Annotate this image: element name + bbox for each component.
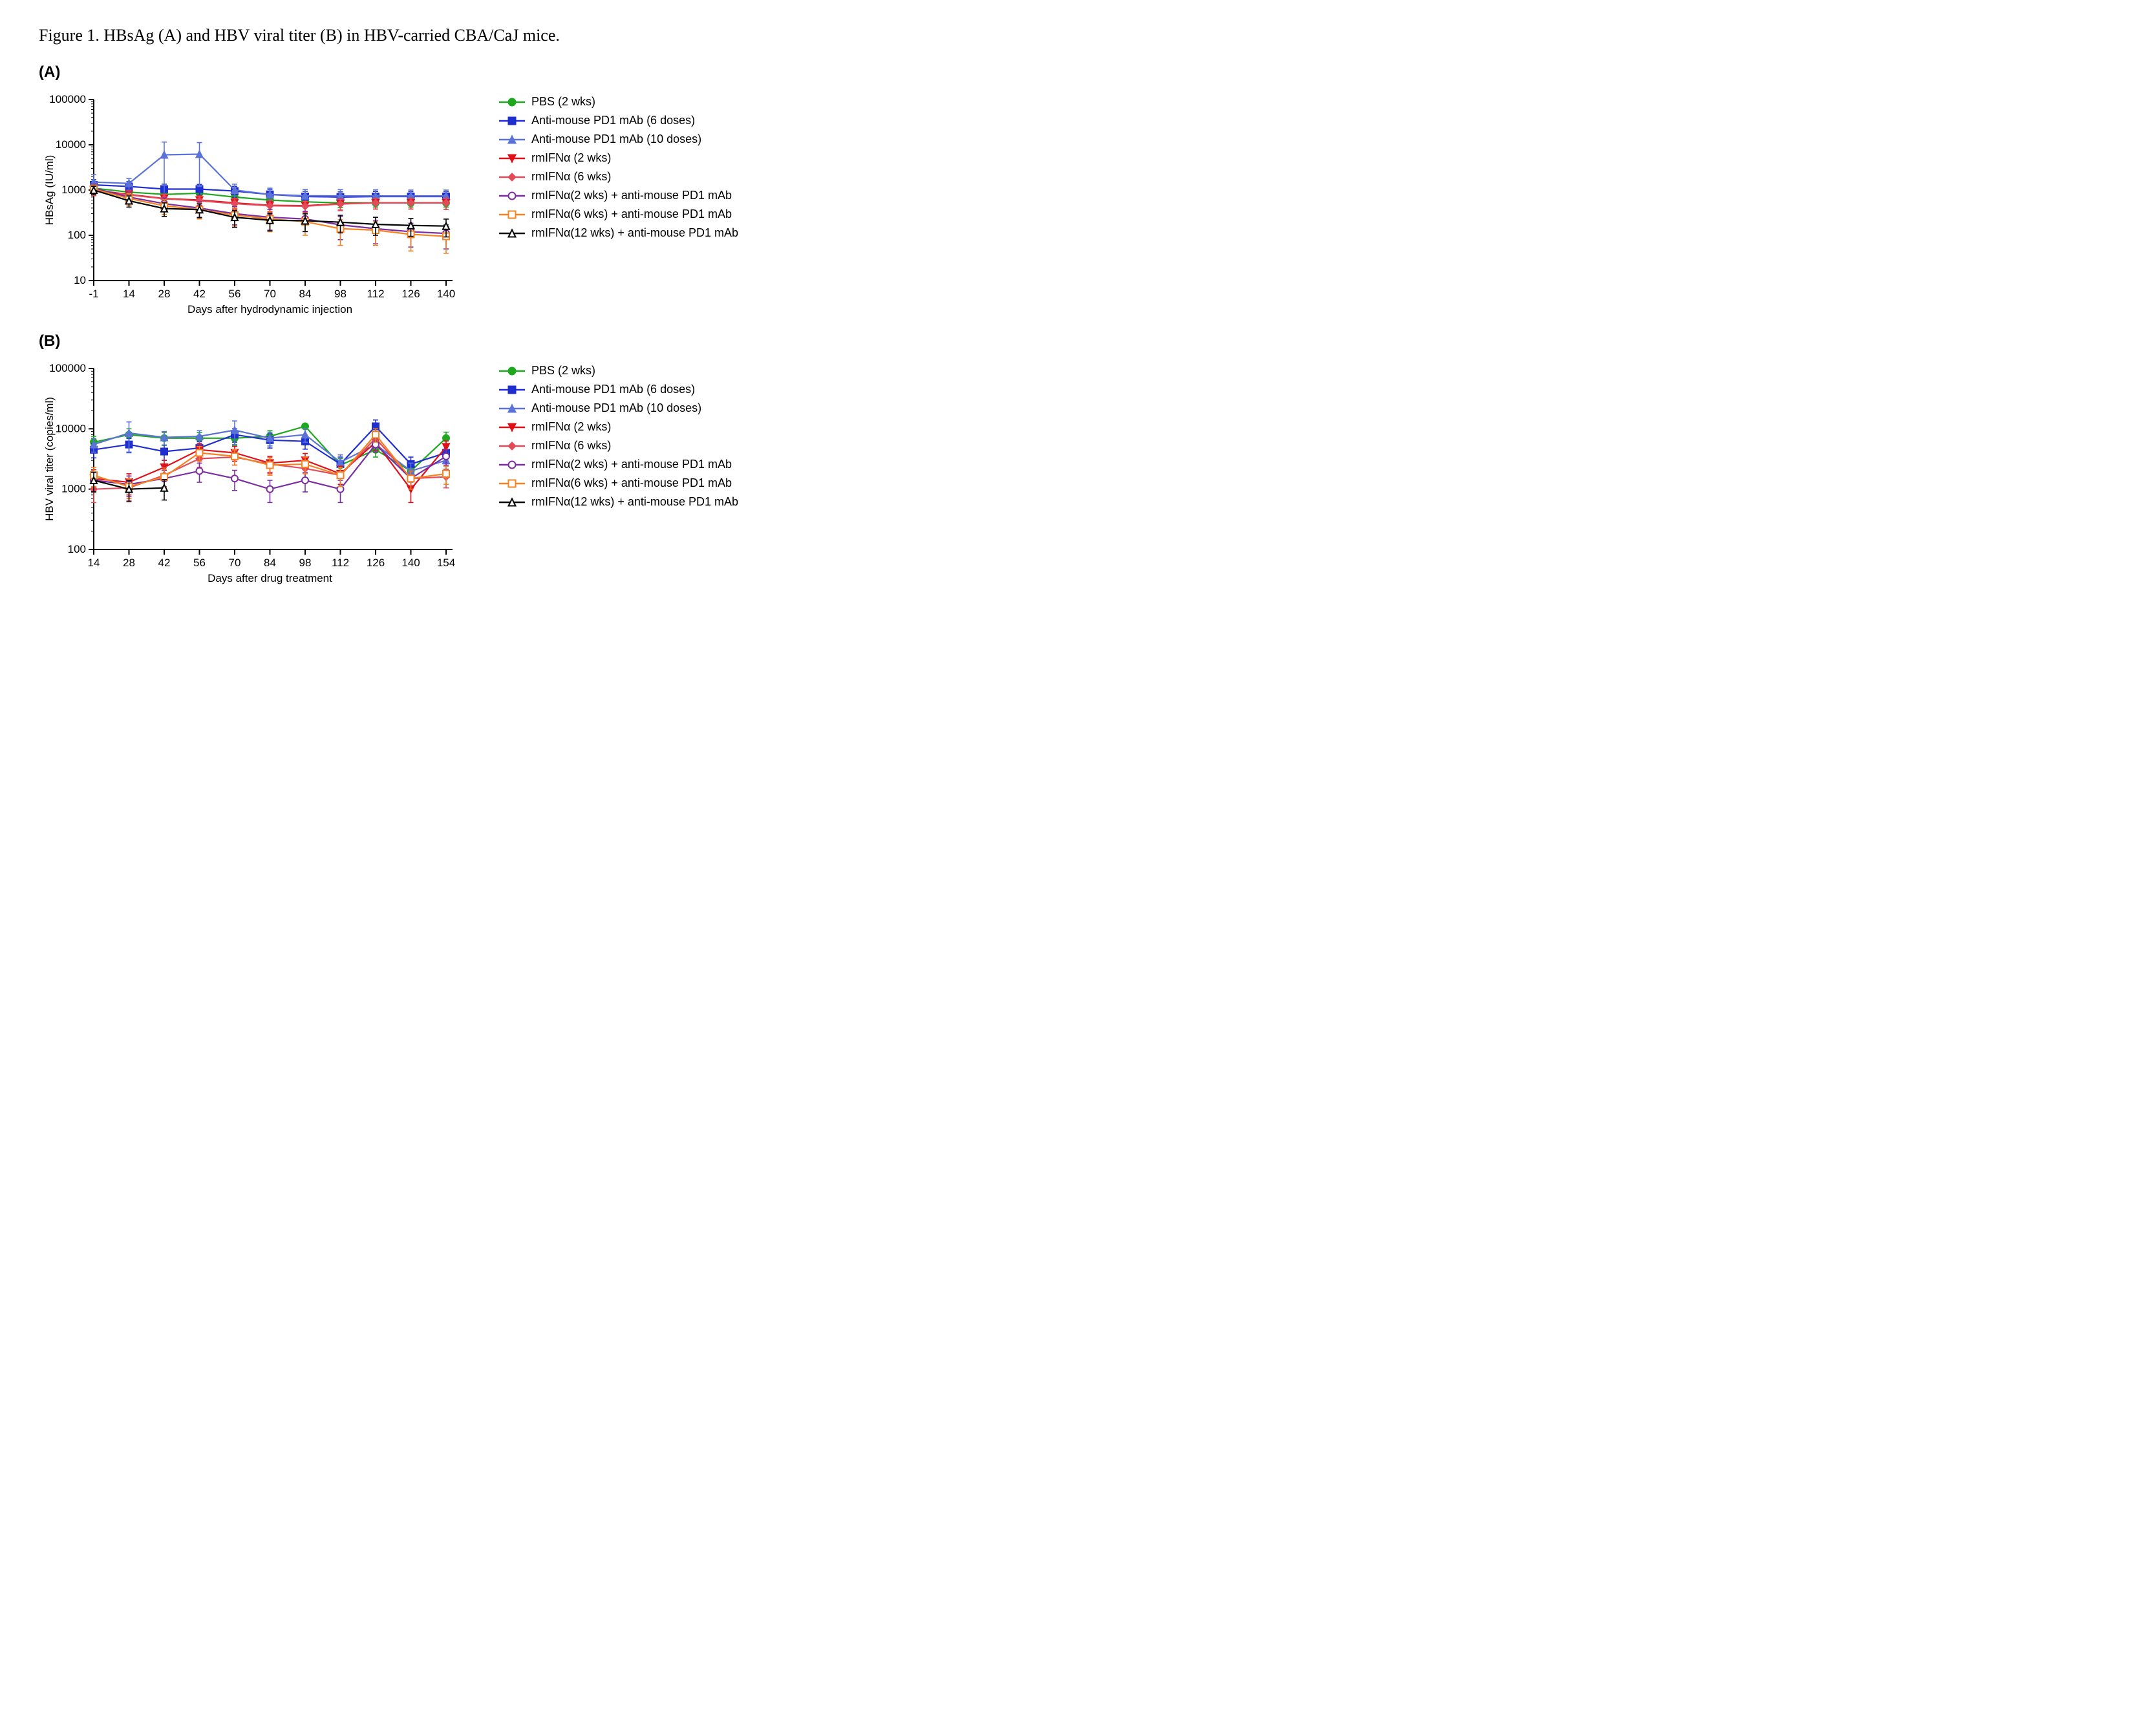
legend-swatch xyxy=(498,153,526,164)
svg-text:100: 100 xyxy=(68,543,86,555)
legend-swatch xyxy=(498,190,526,202)
svg-text:28: 28 xyxy=(123,557,135,569)
legend-a: PBS (2 wks)Anti-mouse PD1 mAb (6 doses) A… xyxy=(498,87,738,243)
legend-item: Anti-mouse PD1 mAb (6 doses) xyxy=(498,381,738,398)
figure-caption: Figure 1. HBsAg (A) and HBV viral titer … xyxy=(39,26,847,45)
svg-text:140: 140 xyxy=(401,557,420,569)
legend-label: rmIFNα(6 wks) + anti-mouse PD1 mAb xyxy=(531,474,732,492)
svg-text:10000: 10000 xyxy=(56,422,86,434)
svg-text:HBsAg (IU/ml): HBsAg (IU/ml) xyxy=(43,155,56,226)
legend-swatch xyxy=(498,96,526,108)
svg-text:-1: -1 xyxy=(89,288,98,300)
legend-label: rmIFNα(2 wks) + anti-mouse PD1 mAb xyxy=(531,456,732,473)
svg-text:10000: 10000 xyxy=(56,138,86,151)
svg-text:42: 42 xyxy=(193,288,206,300)
legend-label: rmIFNα(12 wks) + anti-mouse PD1 mAb xyxy=(531,224,738,242)
legend-label: rmIFNα (2 wks) xyxy=(531,418,611,436)
svg-text:14: 14 xyxy=(88,557,100,569)
svg-text:70: 70 xyxy=(229,557,241,569)
svg-text:42: 42 xyxy=(158,557,171,569)
svg-text:140: 140 xyxy=(437,288,455,300)
legend-label: rmIFNα (2 wks) xyxy=(531,149,611,167)
legend-swatch xyxy=(498,496,526,508)
legend-swatch xyxy=(498,134,526,145)
panel-a: 10 100 1000 10000 100000 -1 14 28 42 56 70 84 98 112 1… xyxy=(39,87,847,319)
legend-swatch xyxy=(498,365,526,377)
legend-swatch xyxy=(498,403,526,414)
svg-text:84: 84 xyxy=(264,557,276,569)
chart-a-wrap: 10 100 1000 10000 100000 -1 14 28 42 56 70 84 98 112 1… xyxy=(39,87,478,319)
legend-item: Anti-mouse PD1 mAb (10 doses) xyxy=(498,400,738,417)
panel-b-label: (B) xyxy=(39,332,847,350)
legend-item: rmIFNα(6 wks) + anti-mouse PD1 mAb xyxy=(498,474,738,492)
svg-text:28: 28 xyxy=(158,288,171,300)
legend-b: PBS (2 wks) Anti-mouse PD1 mAb (6 doses) A… xyxy=(498,356,738,512)
legend-item: rmIFNα(2 wks) + anti-mouse PD1 mAb xyxy=(498,187,738,204)
legend-label: rmIFNα(12 wks) + anti-mouse PD1 mAb xyxy=(531,493,738,511)
svg-text:Days after drug treatment: Days after drug treatment xyxy=(208,572,332,584)
chart-b: 100 1000 10000 100000 14 28 42 56 70 84 98 112 126 14… xyxy=(39,356,478,588)
legend-label: rmIFNα (6 wks) xyxy=(531,168,611,186)
svg-text:112: 112 xyxy=(367,288,384,300)
legend-item: PBS (2 wks) xyxy=(498,362,738,379)
svg-text:HBV viral titer (copies/ml): HBV viral titer (copies/ml) xyxy=(43,397,56,521)
legend-item: Anti-mouse PD1 mAb (6 doses) xyxy=(498,112,738,129)
svg-text:98: 98 xyxy=(334,288,347,300)
legend-item: Anti-mouse PD1 mAb (10 doses) xyxy=(498,131,738,148)
legend-label: Anti-mouse PD1 mAb (10 doses) xyxy=(531,400,701,417)
legend-item: rmIFNα(6 wks) + anti-mouse PD1 mAb xyxy=(498,206,738,223)
svg-text:70: 70 xyxy=(264,288,276,300)
legend-label: PBS (2 wks) xyxy=(531,362,595,379)
svg-text:10: 10 xyxy=(74,274,86,286)
panel-a-label: (A) xyxy=(39,63,847,81)
legend-label: rmIFNα(6 wks) + anti-mouse PD1 mAb xyxy=(531,206,732,223)
chart-a: 10 100 1000 10000 100000 -1 14 28 42 56 70 84 98 112 1… xyxy=(39,87,478,319)
legend-item: rmIFNα (2 wks) xyxy=(498,418,738,436)
svg-text:112: 112 xyxy=(332,557,349,569)
legend-swatch xyxy=(498,171,526,183)
legend-item: rmIFNα(2 wks) + anti-mouse PD1 mAb xyxy=(498,456,738,473)
svg-text:126: 126 xyxy=(401,288,420,300)
svg-text:1000: 1000 xyxy=(61,184,86,196)
legend-label: Anti-mouse PD1 mAb (6 doses) xyxy=(531,112,695,129)
svg-text:100: 100 xyxy=(68,229,86,241)
legend-item: rmIFNα (2 wks) xyxy=(498,149,738,167)
svg-text:126: 126 xyxy=(367,557,385,569)
legend-swatch xyxy=(498,459,526,471)
legend-label: Anti-mouse PD1 mAb (10 doses) xyxy=(531,131,701,148)
legend-swatch xyxy=(498,440,526,452)
legend-swatch xyxy=(498,478,526,489)
svg-text:100000: 100000 xyxy=(49,93,86,105)
legend-item: rmIFNα(12 wks) + anti-mouse PD1 mAb xyxy=(498,493,738,511)
legend-swatch xyxy=(498,384,526,396)
legend-label: Anti-mouse PD1 mAb (6 doses) xyxy=(531,381,695,398)
svg-text:Days after hydrodynamic inject: Days after hydrodynamic injection xyxy=(187,303,352,315)
panel-b: 100 1000 10000 100000 14 28 42 56 70 84 98 112 126 14… xyxy=(39,356,847,588)
legend-swatch xyxy=(498,421,526,433)
legend-swatch xyxy=(498,228,526,239)
legend-item: rmIFNα (6 wks) xyxy=(498,437,738,454)
svg-text:14: 14 xyxy=(123,288,135,300)
legend-label: rmIFNα (6 wks) xyxy=(531,437,611,454)
svg-text:84: 84 xyxy=(299,288,312,300)
legend-swatch xyxy=(498,209,526,220)
svg-text:154: 154 xyxy=(437,557,455,569)
legend-item: PBS (2 wks) xyxy=(498,93,738,111)
chart-b-wrap: 100 1000 10000 100000 14 28 42 56 70 84 98 112 126 14… xyxy=(39,356,478,588)
svg-text:56: 56 xyxy=(229,288,241,300)
svg-text:1000: 1000 xyxy=(61,483,86,495)
svg-text:98: 98 xyxy=(299,557,312,569)
legend-label: PBS (2 wks) xyxy=(531,93,595,111)
svg-text:56: 56 xyxy=(193,557,206,569)
legend-item: rmIFNα(12 wks) + anti-mouse PD1 mAb xyxy=(498,224,738,242)
legend-item: rmIFNα (6 wks) xyxy=(498,168,738,186)
svg-text:100000: 100000 xyxy=(49,362,86,374)
legend-swatch xyxy=(498,115,526,127)
legend-label: rmIFNα(2 wks) + anti-mouse PD1 mAb xyxy=(531,187,732,204)
